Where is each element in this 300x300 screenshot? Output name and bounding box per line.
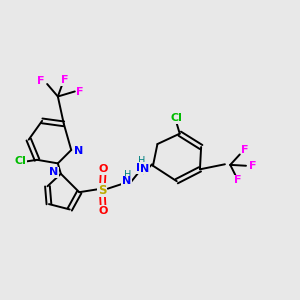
Text: F: F (249, 161, 256, 171)
Text: H: H (124, 170, 131, 180)
Text: S: S (98, 184, 107, 196)
Text: Cl: Cl (170, 113, 182, 123)
Text: N: N (122, 176, 131, 186)
Text: N: N (49, 167, 58, 177)
Text: N: N (74, 146, 83, 157)
Text: N: N (136, 163, 145, 173)
Text: F: F (242, 145, 249, 155)
Text: F: F (234, 175, 242, 185)
Text: O: O (98, 206, 108, 216)
Text: F: F (37, 76, 44, 86)
Text: H: H (138, 156, 146, 166)
Text: N: N (140, 164, 149, 174)
Text: F: F (61, 75, 68, 85)
Text: Cl: Cl (15, 156, 27, 166)
Text: O: O (98, 164, 108, 174)
Text: F: F (76, 87, 84, 97)
